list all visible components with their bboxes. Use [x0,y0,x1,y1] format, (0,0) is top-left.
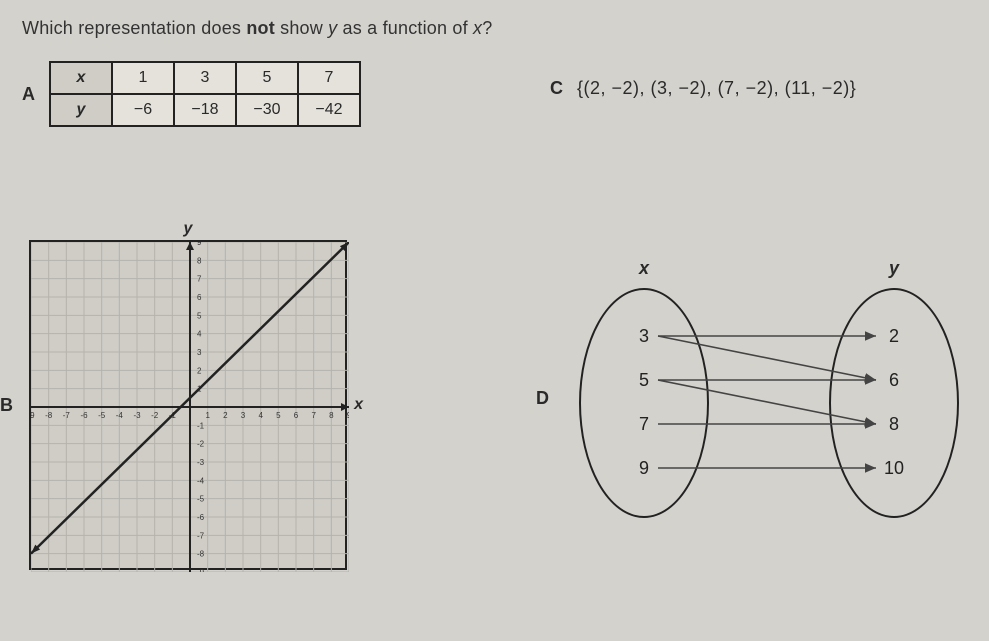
svg-text:6: 6 [197,293,202,302]
svg-text:6: 6 [294,411,299,420]
svg-text:7: 7 [197,275,202,284]
svg-text:-3: -3 [133,411,141,420]
option-b[interactable]: B y -9-8-7-6-5-4-3-2-1123456789987654321… [0,240,347,570]
option-c[interactable]: C {(2, −2), (3, −2), (7, −2), (11, −2)} [550,78,856,99]
q-pre: Which representation does [22,18,246,38]
svg-text:2: 2 [889,326,899,346]
svg-text:9: 9 [347,411,349,420]
svg-text:-3: -3 [197,458,205,467]
cell: 5 [236,62,298,94]
x-header: x [50,62,112,94]
svg-text:5: 5 [276,411,281,420]
svg-text:-1: -1 [197,421,205,430]
svg-text:-2: -2 [197,440,205,449]
q-end: ? [482,18,492,38]
graph-x-axis-label: x [354,396,363,414]
svg-text:5: 5 [197,311,202,320]
svg-text:-8: -8 [197,550,205,559]
svg-text:-5: -5 [197,495,205,504]
table-row: x 1 3 5 7 [50,62,360,94]
svg-text:-6: -6 [197,513,205,522]
label-a: A [22,84,35,105]
option-a-table: x 1 3 5 7 y −6 −18 −30 −42 [49,61,361,127]
cell: 7 [298,62,360,94]
cell: −30 [236,94,298,126]
svg-text:-8: -8 [45,411,53,420]
svg-text:2: 2 [223,411,228,420]
svg-text:7: 7 [311,411,316,420]
option-c-set: {(2, −2), (3, −2), (7, −2), (11, −2)} [577,78,856,99]
label-b: B [0,395,13,416]
svg-text:1: 1 [205,411,210,420]
svg-text:-4: -4 [197,476,205,485]
svg-text:-6: -6 [80,411,88,420]
q-x: x [473,18,482,38]
q-y: y [328,18,337,38]
svg-text:8: 8 [329,411,334,420]
svg-text:-2: -2 [151,411,159,420]
svg-text:8: 8 [889,414,899,434]
label-c: C [550,78,563,99]
q-mid: show [275,18,328,38]
cell: −18 [174,94,236,126]
svg-text:5: 5 [639,370,649,390]
svg-text:-7: -7 [197,531,205,540]
svg-text:9: 9 [639,458,649,478]
mapping-svg: 3 5 7 9 2 6 8 10 [579,258,959,538]
svg-text:-7: -7 [63,411,71,420]
svg-text:8: 8 [197,256,202,265]
svg-text:-9: -9 [197,568,205,572]
svg-text:4: 4 [258,411,263,420]
label-d: D [536,388,549,409]
cell: 1 [112,62,174,94]
svg-text:3: 3 [639,326,649,346]
option-b-graph: y -9-8-7-6-5-4-3-2-1123456789987654321-1… [29,240,347,570]
svg-text:9: 9 [197,242,202,247]
svg-text:7: 7 [639,414,649,434]
svg-text:4: 4 [197,330,202,339]
q-mid2: as a function of [337,18,473,38]
q-bold: not [246,18,275,38]
svg-text:-4: -4 [116,411,124,420]
y-header: y [50,94,112,126]
svg-text:-9: -9 [31,411,35,420]
svg-text:2: 2 [197,366,202,375]
table-row: y −6 −18 −30 −42 [50,94,360,126]
cell: −6 [112,94,174,126]
question-text: Which representation does not show y as … [22,18,989,39]
svg-text:3: 3 [197,348,202,357]
option-d-mapping: x y 357926810 [579,258,959,538]
cell: −42 [298,94,360,126]
svg-text:10: 10 [884,458,904,478]
graph-y-axis-label: y [184,220,193,238]
option-d[interactable]: D x y 357926810 [536,258,959,538]
svg-text:6: 6 [889,370,899,390]
cell: 3 [174,62,236,94]
svg-text:3: 3 [241,411,246,420]
graph-svg: -9-8-7-6-5-4-3-2-1123456789987654321-1-2… [31,242,349,572]
svg-text:-5: -5 [98,411,106,420]
